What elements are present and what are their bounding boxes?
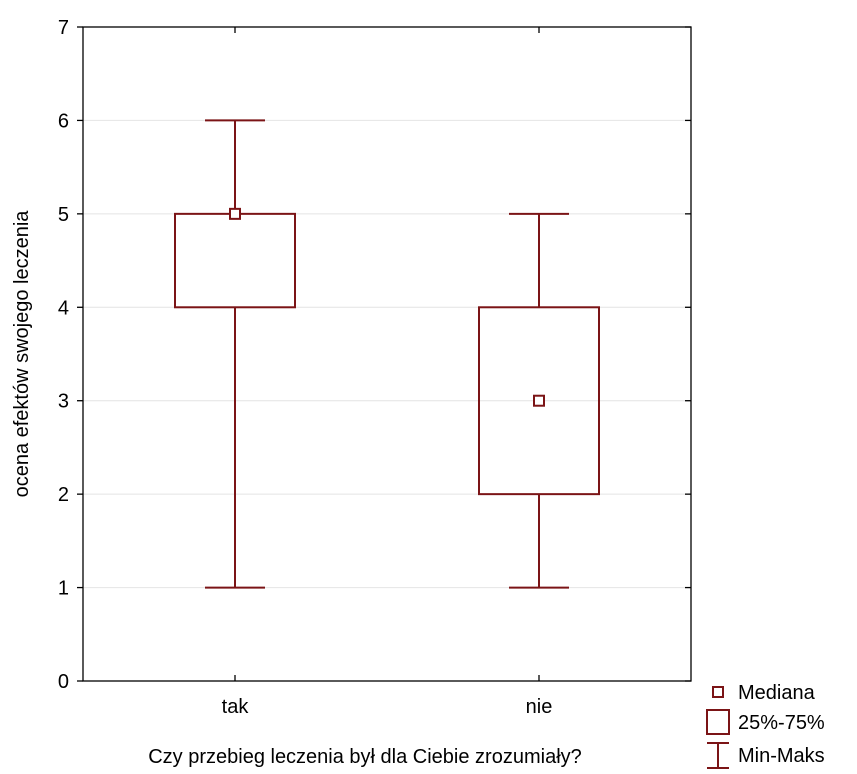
median-marker [229, 207, 241, 220]
y-tick-label: 2 [58, 484, 69, 506]
median-marker [533, 394, 545, 407]
box-tak [174, 119, 296, 589]
legend-label: 25%-75% [738, 712, 825, 734]
legend-box-symbol [706, 709, 730, 735]
legend-item-box: 25%-75% [706, 709, 825, 735]
legend-item-whisker: Min-Maks [707, 742, 825, 769]
legend-median-symbol [712, 686, 724, 698]
legend-label: Min-Maks [738, 745, 825, 767]
y-tick-label: 4 [58, 297, 69, 319]
legend-item-small-square: Mediana [712, 682, 816, 704]
x-tick-label: tak [222, 696, 250, 718]
iqr-box [174, 212, 296, 309]
legend: Mediana 25%-75% Min-Maks [706, 682, 825, 769]
y-tick-label: 1 [58, 578, 69, 600]
x-tick-label: nie [526, 696, 553, 718]
y-axis-label: ocena efektów swojego leczenia [11, 210, 33, 498]
legend-label: Mediana [738, 682, 816, 704]
y-tick-label: 3 [58, 391, 69, 413]
y-tick-label: 6 [58, 110, 69, 132]
box-nie [478, 212, 600, 589]
x-axis-label: Czy przebieg leczenia był dla Ciebie zro… [148, 746, 582, 768]
boxes [174, 119, 600, 589]
plot-frame [82, 26, 692, 682]
iqr-box [478, 306, 600, 496]
x-axis: tak nie [222, 27, 553, 718]
y-tick-label: 5 [58, 204, 69, 226]
y-tick-label: 7 [58, 17, 69, 39]
y-tick-label: 0 [58, 671, 69, 693]
y-axis: 0 1 2 3 4 5 6 7 [58, 17, 691, 693]
